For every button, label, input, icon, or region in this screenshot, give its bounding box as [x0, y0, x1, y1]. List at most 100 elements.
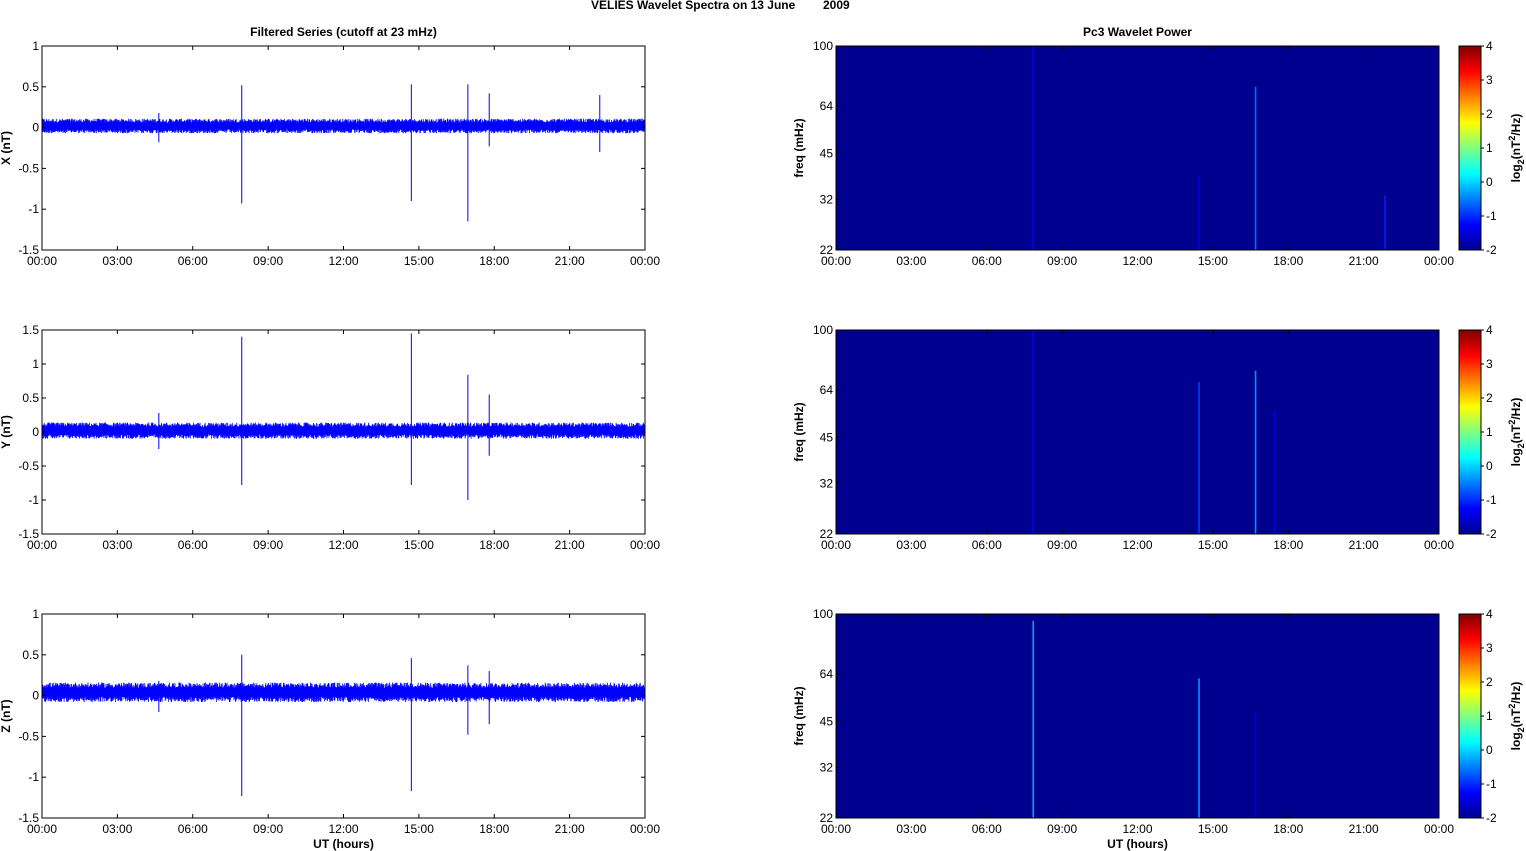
spectrum-x-tick-label: 15:00 [1198, 254, 1228, 268]
plot-frame [41, 613, 646, 819]
figure-title-left: VELIES Wavelet Spectra on 13 June [591, 0, 796, 12]
colorbar-label: log2(nT2/Hz) [1507, 682, 1526, 751]
colorbar-tick-label: 0 [1486, 743, 1493, 757]
series-y-axis-label: Y (nT) [0, 415, 13, 449]
freq-tick-label: 22 [820, 527, 834, 541]
y-tick-label: 1.5 [22, 323, 39, 337]
y-tick-label: 1 [32, 357, 39, 371]
series-x-tick-label: 09:00 [253, 822, 283, 836]
y-tick-label: -1.5 [18, 243, 39, 257]
colorbar-tick-label: 0 [1486, 459, 1493, 473]
series-x-tick-label: 03:00 [102, 254, 132, 268]
series-x-tick-label: 18:00 [479, 254, 509, 268]
colorbar-tick-label: 4 [1486, 607, 1493, 621]
spectrum-x-tick-label: 12:00 [1122, 254, 1152, 268]
spectrum-x-tick-label: 03:00 [896, 822, 926, 836]
y-tick-label: -1 [28, 493, 39, 507]
series-x-tick-label: 15:00 [404, 538, 434, 552]
spectrum-x-tick-label: 03:00 [896, 254, 926, 268]
freq-tick-label: 100 [813, 323, 833, 337]
series-x-tick-label: 15:00 [404, 254, 434, 268]
series-y-axis-label: Z (nT) [0, 699, 13, 732]
colorbar: 4 3 2 1 0 -1 -2 log2(nT2/Hz) [1458, 323, 1526, 541]
spectrum-x-tick-label: 15:00 [1198, 822, 1228, 836]
spectrum-x-tick-label: 21:00 [1349, 538, 1379, 552]
freq-tick-label: 45 [820, 715, 834, 729]
spectrum-y-axis-label: freq (mHz) [792, 402, 806, 461]
spectrum-x-tick-label: 06:00 [972, 822, 1002, 836]
spectrum-x-tick-label: 09:00 [1047, 822, 1077, 836]
figure-title-right: 2009 [823, 0, 850, 12]
series-x-tick-label: 18:00 [479, 538, 509, 552]
freq-tick-label: 32 [820, 761, 834, 775]
colorbar-tick-label: -1 [1486, 777, 1497, 791]
series-x-axis-label: UT (hours) [313, 837, 374, 851]
colorbar: 4 3 2 1 0 -1 -2 log2(nT2/Hz) [1458, 39, 1526, 257]
colorbar-tick-label: -2 [1486, 527, 1497, 541]
colorbar-tick-label: 1 [1486, 425, 1493, 439]
spectrum-x-tick-label: 00:00 [1424, 822, 1454, 836]
series-x-tick-label: 00:00 [630, 822, 660, 836]
series-chart-2: 10.50-0.5-1-1.500:00 03:00 06:00 09:00 12:00… [0, 607, 660, 851]
series-x-tick-label: 00:00 [27, 254, 57, 268]
spectrum-x-tick-label: 00:00 [1424, 538, 1454, 552]
series-chart-1: 1.510.50-0.5-1-1.500:00 03:00 06:00 09:00 12… [0, 323, 660, 552]
spectrum-x-tick-label: 21:00 [1349, 254, 1379, 268]
spectrum-x-axis-label: UT (hours) [1107, 837, 1168, 851]
spectrum-title: Pc3 Wavelet Power [1083, 25, 1192, 39]
series-x-tick-label: 12:00 [328, 254, 358, 268]
spectrum-x-tick-label: 00:00 [1424, 254, 1454, 268]
series-x-tick-label: 21:00 [555, 254, 585, 268]
freq-tick-label: 64 [820, 667, 834, 681]
series-x-tick-label: 09:00 [253, 538, 283, 552]
series-chart-0: Filtered Series (cutoff at 23 mHz) 1 0.5 0 -… [0, 25, 660, 268]
freq-tick-label: 64 [820, 383, 834, 397]
spectrum-x-tick-label: 00:00 [821, 538, 851, 552]
series-x-tick-label: 21:00 [555, 822, 585, 836]
y-tick-label: 0.5 [22, 391, 39, 405]
colorbar-tick-label: 3 [1486, 73, 1493, 87]
series-x-tick-label: 12:00 [328, 538, 358, 552]
spectrum-x-tick-label: 09:00 [1047, 254, 1077, 268]
y-tick-label: 0 [32, 121, 39, 135]
spectrum-x-tick-label: 18:00 [1273, 254, 1303, 268]
colorbar-gradient [1458, 613, 1482, 819]
y-tick-label: -1 [28, 202, 39, 216]
colorbar-tick-label: 1 [1486, 141, 1493, 155]
series-x-tick-label: 03:00 [102, 822, 132, 836]
series-x-tick-label: 15:00 [404, 822, 434, 836]
y-tick-label: 0.5 [22, 80, 39, 94]
series-y-axis-label: X (nT) [0, 131, 13, 165]
colorbar-tick-label: 3 [1486, 641, 1493, 655]
y-tick-label: 1 [32, 607, 39, 621]
series-x-tick-label: 09:00 [253, 254, 283, 268]
freq-tick-label: 45 [820, 431, 834, 445]
colorbar-tick-label: -2 [1486, 811, 1497, 825]
spectrum-y-axis-label: freq (mHz) [792, 686, 806, 745]
series-x-tick-label: 12:00 [328, 822, 358, 836]
spectrum-x-tick-label: 06:00 [972, 254, 1002, 268]
colorbar-tick-label: -1 [1486, 209, 1497, 223]
freq-tick-label: 22 [820, 811, 834, 825]
signal-trace [41, 118, 646, 134]
spectrum-x-tick-label: 12:00 [1122, 822, 1152, 836]
freq-tick-label: 32 [820, 477, 834, 491]
series-x-tick-label: 06:00 [178, 254, 208, 268]
y-tick-label: -1.5 [18, 811, 39, 825]
y-tick-label: -1.5 [18, 527, 39, 541]
spectrum-background [836, 614, 1439, 818]
y-tick-label: 1 [32, 39, 39, 53]
colorbar-tick-label: 4 [1486, 323, 1493, 337]
series-x-tick-label: 06:00 [178, 822, 208, 836]
colorbar-tick-label: 3 [1486, 357, 1493, 371]
spectrum-x-tick-label: 12:00 [1122, 538, 1152, 552]
signal-trace [41, 682, 646, 703]
spectrum-y-axis-label: freq (mHz) [792, 118, 806, 177]
spectrum-chart-5: 100 64 45 32 22 00:00 03:00 06:00 09:00 12:00 15:0… [792, 607, 1526, 851]
freq-tick-label: 100 [813, 607, 833, 621]
series-x-tick-label: 21:00 [555, 538, 585, 552]
y-tick-label: 0 [32, 425, 39, 439]
series-title: Filtered Series (cutoff at 23 mHz) [250, 25, 437, 39]
